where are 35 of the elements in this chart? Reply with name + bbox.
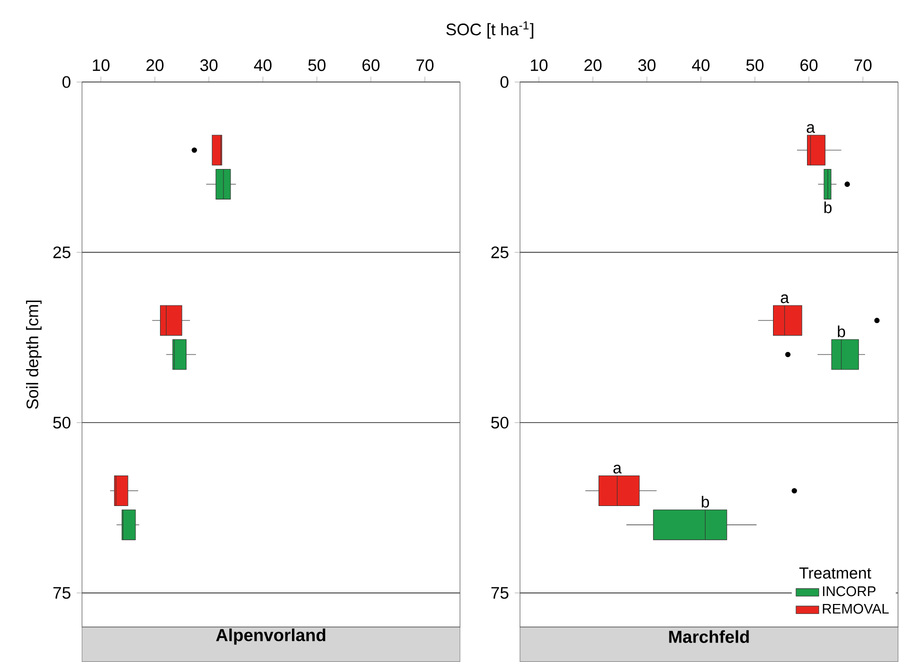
y-tick-label: 50 (53, 416, 70, 429)
x-tick-label: 10 (530, 59, 548, 72)
text: Marchfeld (669, 630, 749, 643)
x-tick-label: 20 (146, 59, 164, 72)
annotation: b (824, 201, 832, 214)
x-tick-label: 60 (800, 59, 818, 72)
y-tick-label: 25 (53, 246, 70, 258)
x-tick-label: 30 (200, 59, 218, 72)
x-tick-label: 70 (854, 59, 872, 72)
x-tick-label: 50 (308, 59, 326, 72)
y-tick-label: 25 (491, 246, 508, 258)
y-tick-label: 75 (53, 587, 70, 599)
legend-label: REMOVAL (822, 604, 889, 614)
x-tick-label: 10 (92, 59, 110, 72)
legend-title: Treatment (799, 568, 872, 579)
y-tick-label: 0 (62, 76, 70, 88)
x-axis-title: SOC [t ha$^{-1}$] (446, 21, 534, 39)
y-tick-label: 75 (491, 587, 508, 599)
y-tick-label: 50 (491, 416, 508, 429)
y-axis-title: Soil depth [cm] (26, 300, 42, 409)
legend-label: INCORP (823, 586, 876, 596)
annotation: a (806, 124, 815, 133)
x-tick-label: 70 (416, 59, 434, 72)
x-tick-label: 50 (746, 59, 764, 72)
y-tick-label: 0 (500, 76, 508, 88)
x-tick-label: 40 (692, 59, 710, 72)
text: Alpenvorland (216, 628, 326, 645)
x-tick-label: 30 (638, 59, 656, 72)
x-tick-label: 20 (584, 59, 602, 72)
annotation: a (613, 464, 622, 474)
x-tick-label: 40 (254, 59, 272, 72)
annotation: b (838, 326, 846, 338)
x-tick-label: 60 (362, 59, 380, 72)
annotation: a (780, 294, 790, 304)
annotation: b (702, 496, 709, 508)
